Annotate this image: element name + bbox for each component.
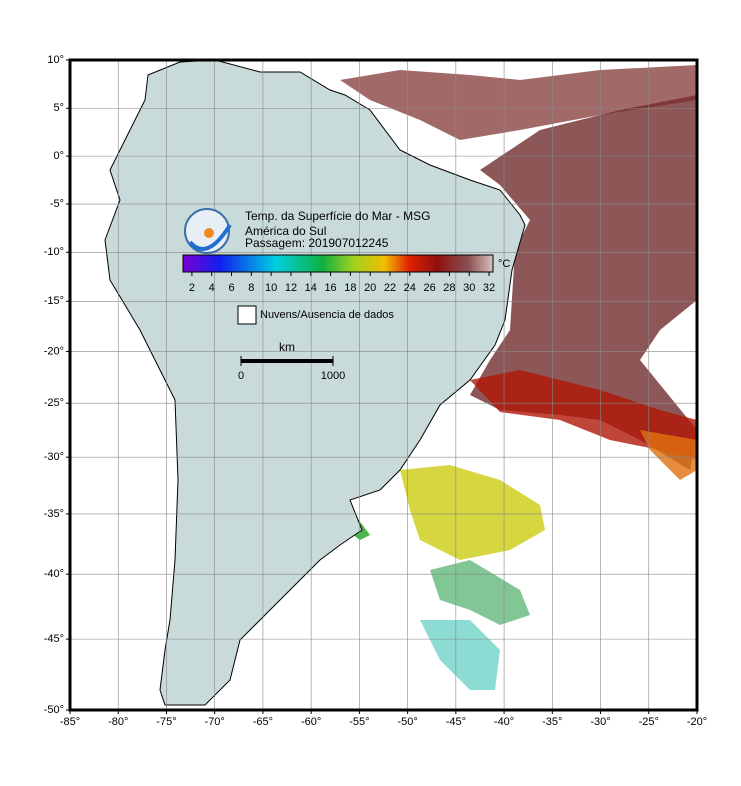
legend-swatch: [237, 305, 257, 325]
sst-cyan-south: [420, 620, 500, 690]
y-tick-label: -5°: [50, 198, 64, 210]
scale-bar-body: [241, 359, 333, 363]
colorbar-tick-label: 8: [248, 282, 254, 294]
x-tick-label: -35°: [542, 716, 562, 728]
south-america-land: [104, 60, 526, 706]
x-tick-label: -25°: [639, 716, 659, 728]
y-tick-label: -20°: [44, 345, 64, 357]
y-tick-label: -30°: [44, 451, 64, 463]
colorbar-tick-label: 28: [443, 282, 455, 294]
colorbar: [182, 254, 494, 273]
x-tick-label: -75°: [156, 716, 176, 728]
x-tick-label: -70°: [205, 716, 225, 728]
x-tick-label: -55°: [349, 716, 369, 728]
legend-label: Nuvens/Ausencia de dados: [260, 309, 394, 321]
sst-orange-area: [640, 430, 697, 480]
x-tick-label: -65°: [253, 716, 273, 728]
colorbar-tick-label: 26: [423, 282, 435, 294]
y-tick-label: -10°: [44, 246, 64, 258]
sst-brown-north: [340, 65, 697, 140]
grid: [66, 59, 698, 714]
x-tick-label: -80°: [108, 716, 128, 728]
y-tick-label: -45°: [44, 633, 64, 645]
x-tick-label: -20°: [687, 716, 707, 728]
colorbar-tick-label: 24: [404, 282, 416, 294]
y-tick-label: 0°: [53, 150, 64, 162]
colorbar-tick-label: 4: [209, 282, 215, 294]
x-tick-label: -50°: [397, 716, 417, 728]
y-tick-label: -50°: [44, 704, 64, 716]
colorbar-unit: °C: [498, 258, 510, 270]
y-tick-label: 10°: [47, 54, 64, 66]
x-tick-label: -85°: [60, 716, 80, 728]
colorbar-tick-label: 14: [305, 282, 317, 294]
colorbar-tick-label: 10: [265, 282, 277, 294]
title-line: América do Sul: [245, 224, 326, 238]
y-tick-label: -15°: [44, 295, 64, 307]
colorbar-tick-label: 6: [228, 282, 234, 294]
x-tick-label: -45°: [446, 716, 466, 728]
y-tick-label: -40°: [44, 568, 64, 580]
colorbar-tick-label: 22: [384, 282, 396, 294]
scale-bar: 0 1000: [238, 356, 345, 382]
map-frame: [68, 58, 699, 712]
logo: [184, 208, 232, 254]
y-tick-label: -25°: [44, 397, 64, 409]
scale-tick-label: 0: [238, 370, 244, 382]
sst-yellow-area: [400, 465, 545, 560]
x-tick-label: -30°: [590, 716, 610, 728]
colorbar-tick-label: 30: [463, 282, 475, 294]
colorbar-tick-label: 20: [364, 282, 376, 294]
y-tick-label: -35°: [44, 508, 64, 520]
colorbar-tick-label: 18: [344, 282, 356, 294]
title-line: Passagem: 201907012245: [245, 236, 389, 250]
scale-tick-label: 1000: [321, 370, 345, 382]
x-tick-label: -60°: [301, 716, 321, 728]
y-tick-label: 5°: [53, 102, 64, 114]
sst-red-area: [470, 370, 697, 460]
scale-bar-unit: km: [279, 340, 295, 354]
sst-green-south: [430, 560, 530, 625]
title-line: Temp. da Superfície do Mar - MSG: [245, 209, 430, 223]
colorbar-tick-label: 12: [285, 282, 297, 294]
x-tick-label: -40°: [494, 716, 514, 728]
map-layers: [104, 60, 697, 706]
colorbar-tick-label: 2: [189, 282, 195, 294]
colorbar-tick-label: 16: [324, 282, 336, 294]
colorbar-tick-label: 32: [483, 282, 495, 294]
